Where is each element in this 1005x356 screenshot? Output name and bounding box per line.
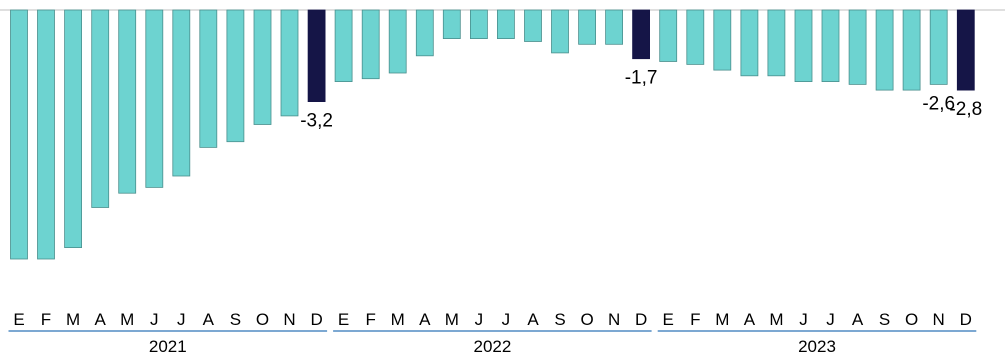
x-tick-2023-12: D [960, 310, 972, 329]
x-tick-2021-8: A [203, 310, 215, 329]
bar-28 [740, 9, 759, 77]
bars-layer [10, 9, 975, 260]
data-label-35: -2,6 [922, 93, 955, 114]
x-tick-2022-6: J [475, 310, 484, 329]
x-tick-2022-10: O [580, 310, 593, 329]
x-tick-2022-9: S [554, 310, 565, 329]
x-tick-2021-10: O [256, 310, 269, 329]
x-tick-2021-1: E [13, 310, 24, 329]
x-tick-2023-6: J [799, 310, 808, 329]
x-tick-2021-5: M [120, 310, 134, 329]
x-tick-2021-12: D [310, 310, 322, 329]
data-label-36: -2,8 [949, 99, 982, 120]
x-tick-2023-11: N [933, 310, 945, 329]
year-label-2021: 2021 [149, 337, 187, 356]
bar-6 [145, 9, 164, 188]
data-label-12: -3,2 [300, 111, 333, 132]
bar-15 [388, 9, 407, 74]
x-tick-2021-9: S [230, 310, 241, 329]
x-tick-2023-2: F [690, 310, 700, 329]
bar-26 [686, 9, 705, 65]
x-tick-2023-7: J [826, 310, 835, 329]
x-tick-2021-2: F [41, 310, 51, 329]
year-label-2022: 2022 [473, 337, 511, 356]
data-label-24: -1,7 [625, 68, 658, 89]
x-tick-2021-4: A [95, 310, 107, 329]
bar-16 [415, 9, 434, 57]
x-tick-2022-7: J [502, 310, 511, 329]
bar-32 [848, 9, 867, 85]
x-tick-2022-1: E [338, 310, 349, 329]
bar-14 [361, 9, 380, 80]
x-tick-2021-6: J [150, 310, 159, 329]
x-tick-2023-9: S [879, 310, 890, 329]
bar-33 [875, 9, 894, 91]
x-tick-2022-8: A [527, 310, 539, 329]
bar-36 [956, 9, 975, 91]
x-tick-2022-3: M [391, 310, 405, 329]
bar-27 [713, 9, 732, 71]
bar-2 [37, 9, 55, 260]
bar-1 [10, 9, 28, 260]
bar-19 [496, 9, 515, 40]
bar-29 [767, 9, 786, 77]
x-tick-2021-3: M [66, 310, 80, 329]
bar-12 [307, 9, 326, 102]
bar-21 [551, 9, 569, 54]
x-tick-2023-3: M [715, 310, 729, 329]
bar-7 [172, 9, 191, 177]
x-tick-2023-5: M [769, 310, 783, 329]
bar-10 [253, 9, 272, 125]
x-tick-2022-11: N [608, 310, 620, 329]
bar-8 [199, 9, 218, 148]
bar-5 [118, 9, 137, 194]
x-tick-2022-4: A [419, 310, 431, 329]
bar-35 [929, 9, 948, 85]
bar-18 [469, 9, 488, 40]
bar-34 [902, 9, 921, 91]
x-tick-2022-2: F [366, 310, 376, 329]
bar-22 [578, 9, 596, 45]
bar-13 [334, 9, 353, 82]
bar-4 [91, 9, 110, 208]
bar-25 [659, 9, 678, 62]
x-tick-2022-12: D [635, 310, 647, 329]
bar-31 [821, 9, 840, 82]
bar-23 [605, 9, 623, 45]
x-tick-2023-8: A [852, 310, 864, 329]
x-tick-2022-5: M [445, 310, 459, 329]
bar-3 [64, 9, 82, 249]
bar-11 [280, 9, 299, 117]
data-labels-layer: -3,2 -1,7 -2,6-2,8 [300, 68, 982, 132]
bar-20 [524, 9, 542, 42]
x-tick-2021-11: N [283, 310, 295, 329]
bar-30 [794, 9, 813, 82]
year-label-2023: 2023 [798, 337, 836, 356]
bar-24 [632, 9, 650, 60]
x-tick-2023-4: A [744, 310, 756, 329]
x-tick-2023-10: O [905, 310, 918, 329]
x-tick-2021-7: J [177, 310, 186, 329]
bar-17 [442, 9, 461, 40]
x-tick-2023-1: E [663, 310, 674, 329]
bar-9 [226, 9, 245, 143]
